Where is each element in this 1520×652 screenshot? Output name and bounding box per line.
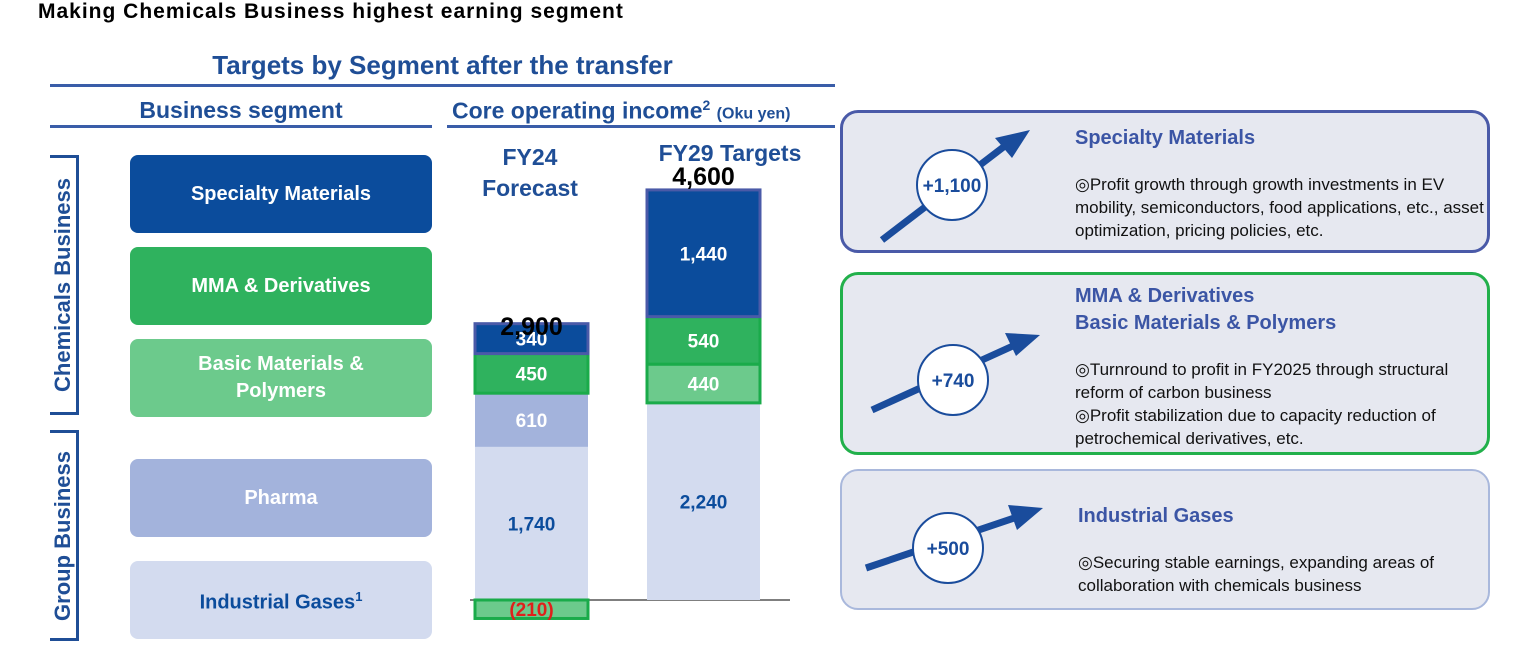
rule: [50, 84, 835, 87]
group-bracket: Chemicals Business: [50, 155, 79, 415]
legend-text: Pharma: [244, 486, 318, 509]
rule: [50, 125, 432, 128]
bar-segment: [645, 188, 762, 319]
badge-label: +740: [932, 371, 975, 392]
total-label: 4,600: [672, 163, 735, 191]
badge-label: +500: [927, 539, 970, 560]
income-header-text: Core operating income: [452, 97, 703, 124]
bar-segment: [473, 322, 590, 356]
legend-text: Specialty Materials: [190, 182, 372, 205]
bar-segment: [647, 402, 760, 600]
legend-label: Industrial Gases1: [200, 583, 363, 617]
card-line: ◎Securing stable earnings, expanding are…: [1078, 553, 1435, 595]
unit: (Oku yen): [716, 105, 791, 123]
value-label: 540: [688, 331, 720, 352]
note-mark: 1: [355, 589, 363, 605]
legend-item: Specialty Materials: [130, 155, 432, 233]
value-label: (210): [509, 600, 553, 621]
badge-label: +1,100: [923, 176, 982, 197]
category-label: FY24 Forecast: [482, 144, 578, 201]
rule: [447, 125, 835, 128]
value-label: 450: [516, 364, 548, 385]
category-label: FY29 Targets: [658, 140, 802, 166]
legend-text: MMA & Derivatives: [191, 274, 371, 297]
segment-header: Business segment: [139, 97, 343, 123]
badge: [917, 344, 989, 416]
total-label: 2,900: [500, 313, 563, 341]
card-line: ◎Profit stabilization due to capacity re…: [1075, 406, 1436, 448]
legend-item: Pharma: [130, 459, 432, 537]
page-title: Making Chemicals Business highest earnin…: [38, 0, 624, 23]
value-label: 340: [516, 330, 548, 351]
legend-item: Industrial Gases1: [130, 561, 432, 639]
bar-segment: [475, 446, 588, 600]
bar-segment: [475, 393, 588, 447]
income-header: Core operating income2 (Oku yen): [452, 97, 790, 125]
legend-label: Pharma: [186, 485, 376, 512]
badge: [912, 512, 984, 584]
value-label: 1,440: [680, 244, 728, 265]
legend-text: Industrial Gases: [199, 591, 356, 614]
legend-item: MMA & Derivatives: [130, 247, 432, 325]
card-text: ◎Turnround to profit in FY2025 through s…: [1075, 358, 1495, 450]
legend-item: Basic Materials & Polymers: [130, 339, 432, 417]
card-title: Industrial Gases: [1078, 505, 1234, 527]
value-label: 440: [688, 375, 720, 396]
card-title: Specialty Materials: [1075, 127, 1256, 149]
badge: [916, 149, 988, 221]
legend-label: Basic Materials & Polymers: [186, 351, 376, 405]
legend-label: MMA & Derivatives: [186, 273, 376, 300]
note-mark: 2: [702, 97, 711, 113]
bar-segment: [473, 352, 590, 395]
group-bracket: Group Business: [50, 430, 79, 641]
value-label: 1,740: [508, 514, 556, 535]
legend-text: Basic Materials & Polymers: [198, 353, 364, 402]
subtitle: Targets by Segment after the transfer: [212, 50, 673, 80]
card-text: ◎Securing stable earnings, expanding are…: [1078, 551, 1498, 597]
legend-label: Specialty Materials: [186, 181, 376, 208]
card-title: Basic Materials & Polymers: [1075, 312, 1337, 334]
card-text: ◎Profit growth through growth investment…: [1075, 173, 1495, 242]
value-label: 610: [516, 411, 548, 432]
card-line: ◎Turnround to profit in FY2025 through s…: [1075, 360, 1449, 402]
value-label: 2,240: [680, 492, 728, 513]
card-title: MMA & Derivatives: [1075, 285, 1255, 307]
card-line: ◎Profit growth through growth investment…: [1075, 175, 1484, 240]
bar-segment: [473, 598, 590, 620]
